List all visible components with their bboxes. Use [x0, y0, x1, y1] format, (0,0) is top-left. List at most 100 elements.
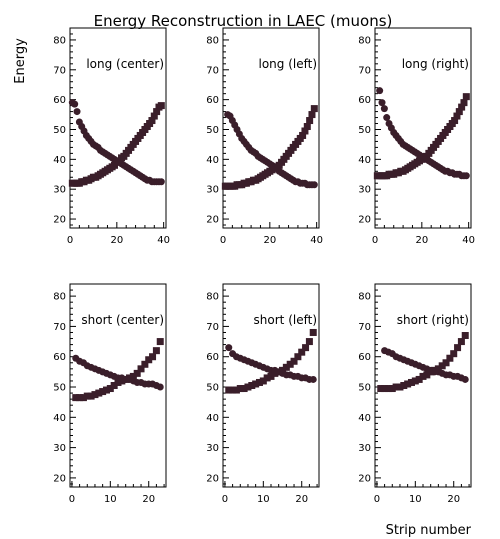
data-point — [415, 375, 423, 383]
series-square — [377, 332, 469, 393]
x-tick-label: 20 — [263, 235, 276, 246]
y-tick-label: 40 — [358, 155, 371, 166]
data-point — [377, 385, 385, 393]
data-point — [457, 338, 465, 346]
data-point — [423, 371, 431, 379]
x-tick-label: 0 — [372, 235, 378, 246]
figure-title: Energy Reconstruction in LAEC (muons) — [94, 12, 393, 30]
data-point — [225, 344, 233, 352]
data-point — [129, 372, 137, 380]
data-point — [229, 386, 237, 394]
x-tick-label: 10 — [104, 494, 117, 505]
data-point — [310, 105, 318, 113]
data-point — [95, 389, 103, 397]
data-point — [263, 374, 271, 382]
data-point — [458, 103, 466, 111]
data-point — [153, 108, 161, 116]
data-point — [383, 114, 391, 122]
y-tick-label: 80 — [358, 292, 371, 303]
data-point — [156, 383, 164, 391]
data-point — [388, 385, 396, 393]
data-point — [259, 377, 267, 385]
y-tick-label: 30 — [53, 443, 66, 454]
y-tick-label: 70 — [358, 65, 371, 76]
panel-label: long (center) — [86, 57, 164, 71]
y-tick-label: 70 — [53, 65, 66, 76]
data-point — [126, 374, 134, 382]
y-tick-label: 40 — [206, 155, 219, 166]
x-tick-label: 40 — [462, 235, 475, 246]
data-point — [152, 347, 160, 355]
y-tick-label: 20 — [206, 215, 219, 226]
series-circle — [68, 99, 165, 186]
panel-label: short (left) — [254, 313, 317, 327]
data-point — [248, 382, 256, 389]
data-point — [255, 378, 263, 386]
data-point — [157, 102, 165, 110]
y-tick-label: 20 — [53, 473, 66, 484]
data-point — [72, 394, 80, 402]
panel-label: long (right) — [402, 57, 469, 71]
y-tick-label: 60 — [53, 352, 66, 363]
data-point — [309, 328, 317, 336]
y-tick-label: 50 — [53, 383, 66, 394]
data-point — [99, 388, 107, 396]
data-point — [118, 377, 126, 385]
panel-6: 20 30 40 50 60 70 80 0 10 20 short (right) — [358, 283, 472, 505]
x-tick-label: 10 — [257, 494, 270, 505]
data-point — [299, 131, 307, 139]
y-tick-label: 40 — [358, 413, 371, 424]
data-point — [83, 392, 91, 400]
x-tick-label: 0 — [222, 494, 228, 505]
data-point — [225, 386, 233, 394]
x-tick-label: 20 — [295, 494, 308, 505]
data-point — [157, 178, 165, 186]
data-point — [384, 385, 392, 393]
data-point — [462, 172, 470, 180]
data-point — [434, 365, 442, 373]
data-point — [122, 375, 130, 383]
y-tick-label: 60 — [358, 95, 371, 106]
data-point — [419, 372, 427, 380]
y-tick-label: 30 — [53, 185, 66, 196]
data-point — [275, 368, 283, 376]
y-tick-label: 70 — [53, 322, 66, 333]
y-tick-label: 20 — [358, 473, 371, 484]
data-point — [438, 362, 446, 370]
data-point — [442, 359, 450, 367]
series-square — [225, 328, 317, 394]
data-point — [91, 391, 99, 399]
series-square — [373, 93, 470, 180]
data-point — [133, 369, 141, 377]
data-point — [392, 383, 400, 391]
data-point — [282, 363, 290, 371]
y-tick-label: 40 — [53, 155, 66, 166]
plot-frame — [222, 27, 320, 229]
y-tick-label: 40 — [206, 413, 219, 424]
series-circle — [225, 344, 317, 383]
x-tick-label: 20 — [142, 494, 155, 505]
plot-frame — [374, 27, 472, 229]
data-point — [298, 348, 306, 356]
panel-5: 20 30 40 50 60 70 80 0 10 20 short (left) — [206, 283, 320, 505]
data-point — [446, 354, 454, 362]
panel-4: 20 30 40 50 60 70 80 0 10 20 short (center) — [53, 283, 167, 505]
series-circle — [224, 111, 318, 189]
data-point — [271, 369, 279, 377]
data-point — [308, 111, 316, 119]
y-tick-label: 50 — [358, 125, 371, 136]
data-point — [461, 375, 469, 383]
y-tick-label: 80 — [53, 292, 66, 303]
data-point — [303, 123, 311, 131]
data-point — [150, 112, 158, 120]
series-square — [68, 102, 165, 187]
data-point — [71, 100, 79, 108]
y-tick-label: 80 — [206, 292, 219, 303]
data-point — [102, 386, 110, 394]
y-tick-label: 30 — [358, 185, 371, 196]
y-tick-label: 80 — [53, 35, 66, 46]
x-tick-label: 20 — [110, 235, 123, 246]
data-point — [294, 353, 302, 361]
